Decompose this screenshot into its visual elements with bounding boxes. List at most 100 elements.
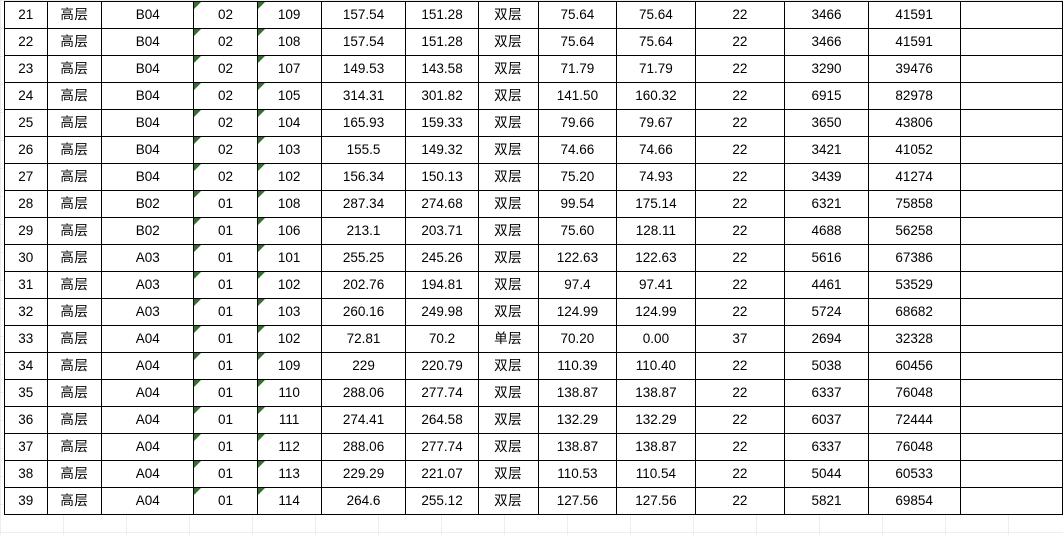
cell-block-code[interactable]: B04 (101, 163, 195, 191)
cell-row-index[interactable]: 39 (4, 487, 48, 515)
cell-rate[interactable]: 22 (694, 433, 786, 461)
cell-amount-b[interactable]: 76048 (867, 433, 961, 461)
cell-block-code[interactable]: A04 (101, 352, 195, 380)
cell-amount-a[interactable]: 4461 (784, 271, 869, 299)
cell-block-code[interactable]: A04 (101, 460, 195, 488)
cell-value-b[interactable]: 74.66 (616, 136, 696, 164)
cell-room-number[interactable]: 108 (256, 28, 322, 56)
cell-layer-type[interactable]: 双层 (477, 217, 539, 245)
cell-room-number[interactable]: 105 (256, 82, 322, 110)
cell-block-code[interactable]: B04 (101, 109, 195, 137)
cell-row-index[interactable]: 25 (4, 109, 48, 137)
cell-layer-type[interactable]: 双层 (477, 379, 539, 407)
cell-amount-a[interactable]: 6037 (784, 406, 869, 434)
cell-value-a[interactable]: 138.87 (537, 433, 618, 461)
cell-unit-code[interactable]: 01 (193, 244, 258, 272)
cell-block-code[interactable]: B02 (101, 217, 195, 245)
cell-amount-b[interactable]: 76048 (867, 379, 961, 407)
cell-area-a[interactable]: 149.53 (320, 55, 407, 83)
cell-value-b[interactable]: 79.67 (616, 109, 696, 137)
cell-value-b[interactable]: 175.14 (616, 190, 696, 218)
cell-value-b[interactable]: 128.11 (616, 217, 696, 245)
cell-room-number[interactable]: 103 (256, 298, 322, 326)
cell-amount-b[interactable]: 60533 (867, 460, 961, 488)
cell-unit-code[interactable]: 01 (193, 379, 258, 407)
cell-amount-a[interactable]: 3466 (784, 1, 869, 29)
cell-value-a[interactable]: 132.29 (537, 406, 618, 434)
cell-row-index[interactable]: 37 (4, 433, 48, 461)
cell-area-b[interactable]: 221.07 (405, 460, 479, 488)
cell-room-number[interactable]: 109 (256, 1, 322, 29)
cell-block-code[interactable]: B04 (101, 28, 195, 56)
cell-amount-a[interactable]: 5616 (784, 244, 869, 272)
cell-note[interactable] (959, 433, 1063, 461)
cell-row-index[interactable]: 27 (4, 163, 48, 191)
cell-note[interactable] (959, 136, 1063, 164)
cell-building-type[interactable]: 高层 (46, 271, 103, 299)
cell-building-type[interactable]: 高层 (46, 460, 103, 488)
cell-rate[interactable]: 22 (694, 352, 786, 380)
cell-rate[interactable]: 37 (694, 325, 786, 353)
cell-area-b[interactable]: 249.98 (405, 298, 479, 326)
cell-building-type[interactable]: 高层 (46, 1, 103, 29)
cell-value-b[interactable]: 127.56 (616, 487, 696, 515)
cell-rate[interactable]: 22 (694, 217, 786, 245)
cell-amount-a[interactable]: 3650 (784, 109, 869, 137)
cell-note[interactable] (959, 82, 1063, 110)
cell-rate[interactable]: 22 (694, 163, 786, 191)
cell-building-type[interactable]: 高层 (46, 190, 103, 218)
cell-area-a[interactable]: 288.06 (320, 433, 407, 461)
cell-block-code[interactable]: B04 (101, 136, 195, 164)
cell-value-b[interactable]: 71.79 (616, 55, 696, 83)
cell-unit-code[interactable]: 02 (193, 1, 258, 29)
cell-rate[interactable]: 22 (694, 82, 786, 110)
cell-unit-code[interactable]: 02 (193, 82, 258, 110)
cell-room-number[interactable]: 108 (256, 190, 322, 218)
cell-value-a[interactable]: 75.64 (537, 28, 618, 56)
cell-unit-code[interactable]: 01 (193, 433, 258, 461)
cell-note[interactable] (959, 460, 1063, 488)
cell-value-b[interactable]: 74.93 (616, 163, 696, 191)
cell-building-type[interactable]: 高层 (46, 217, 103, 245)
cell-amount-a[interactable]: 6321 (784, 190, 869, 218)
cell-layer-type[interactable]: 双层 (477, 1, 539, 29)
cell-amount-a[interactable]: 5724 (784, 298, 869, 326)
cell-rate[interactable]: 22 (694, 487, 786, 515)
cell-value-a[interactable]: 75.64 (537, 1, 618, 29)
cell-layer-type-highlighted[interactable]: 单层 (477, 325, 539, 353)
cell-building-type[interactable]: 高层 (46, 136, 103, 164)
cell-note[interactable] (959, 244, 1063, 272)
cell-layer-type[interactable]: 双层 (477, 433, 539, 461)
cell-amount-b[interactable]: 39476 (867, 55, 961, 83)
cell-block-code[interactable]: A03 (101, 298, 195, 326)
cell-note[interactable] (959, 325, 1063, 353)
cell-unit-code[interactable]: 01 (193, 271, 258, 299)
cell-amount-a[interactable]: 2694 (784, 325, 869, 353)
cell-value-a[interactable]: 122.63 (537, 244, 618, 272)
cell-amount-b[interactable]: 41052 (867, 136, 961, 164)
cell-amount-b[interactable]: 72444 (867, 406, 961, 434)
cell-area-b[interactable]: 194.81 (405, 271, 479, 299)
cell-amount-b[interactable]: 67386 (867, 244, 961, 272)
cell-area-b[interactable]: 151.28 (405, 1, 479, 29)
cell-value-b[interactable]: 122.63 (616, 244, 696, 272)
cell-value-b[interactable]: 124.99 (616, 298, 696, 326)
cell-building-type[interactable]: 高层 (46, 487, 103, 515)
cell-block-code[interactable]: A04 (101, 406, 195, 434)
cell-value-b[interactable]: 138.87 (616, 379, 696, 407)
cell-room-number[interactable]: 114 (256, 487, 322, 515)
cell-area-b[interactable]: 143.58 (405, 55, 479, 83)
cell-rate[interactable]: 22 (694, 55, 786, 83)
cell-amount-b[interactable]: 41274 (867, 163, 961, 191)
cell-amount-b[interactable]: 53529 (867, 271, 961, 299)
cell-value-a[interactable]: 138.87 (537, 379, 618, 407)
cell-amount-a[interactable]: 3421 (784, 136, 869, 164)
cell-amount-b[interactable]: 41591 (867, 28, 961, 56)
cell-value-b[interactable]: 97.41 (616, 271, 696, 299)
cell-building-type[interactable]: 高层 (46, 244, 103, 272)
cell-rate[interactable]: 22 (694, 244, 786, 272)
cell-area-b[interactable]: 159.33 (405, 109, 479, 137)
cell-area-a[interactable]: 274.41 (320, 406, 407, 434)
cell-amount-b[interactable]: 68682 (867, 298, 961, 326)
cell-unit-code[interactable]: 01 (193, 217, 258, 245)
